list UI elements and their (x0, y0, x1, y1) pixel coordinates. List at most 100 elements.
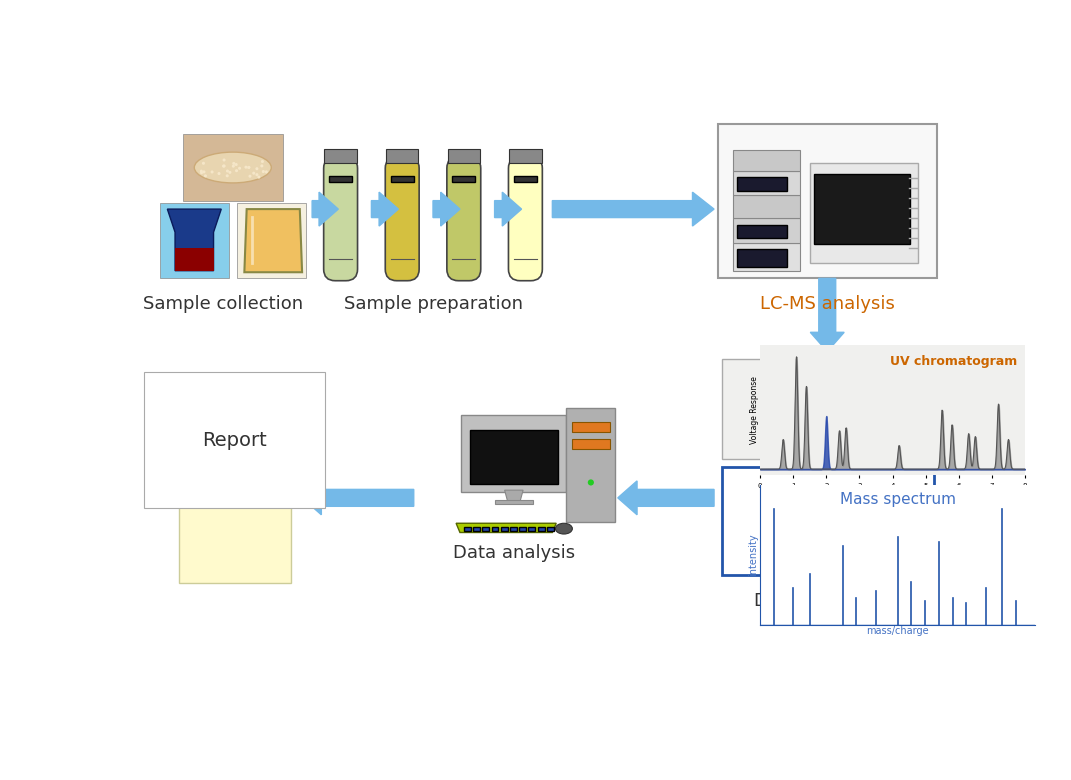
Polygon shape (312, 192, 338, 226)
Polygon shape (302, 481, 413, 515)
FancyBboxPatch shape (733, 171, 800, 195)
Polygon shape (456, 523, 556, 533)
Circle shape (235, 169, 238, 172)
Ellipse shape (194, 152, 271, 183)
Polygon shape (372, 192, 398, 226)
FancyBboxPatch shape (386, 149, 419, 163)
Polygon shape (618, 481, 714, 515)
Polygon shape (504, 490, 523, 502)
FancyBboxPatch shape (737, 249, 787, 267)
Circle shape (223, 158, 226, 161)
Circle shape (255, 167, 258, 170)
FancyBboxPatch shape (237, 203, 306, 278)
FancyBboxPatch shape (448, 149, 480, 163)
Text: Data analysis: Data analysis (453, 544, 575, 562)
Text: Data acquisition: Data acquisition (754, 592, 901, 610)
Circle shape (231, 165, 235, 168)
Circle shape (244, 165, 247, 168)
FancyBboxPatch shape (492, 527, 498, 531)
Circle shape (235, 163, 238, 166)
FancyBboxPatch shape (722, 360, 925, 459)
Y-axis label: Voltage Response: Voltage Response (750, 376, 758, 444)
Circle shape (200, 171, 203, 174)
FancyBboxPatch shape (501, 527, 508, 531)
FancyBboxPatch shape (329, 176, 352, 183)
FancyBboxPatch shape (509, 157, 542, 281)
FancyBboxPatch shape (160, 203, 229, 278)
Text: Sample preparation: Sample preparation (344, 296, 523, 314)
FancyBboxPatch shape (470, 430, 558, 484)
FancyBboxPatch shape (811, 163, 918, 263)
FancyBboxPatch shape (547, 527, 554, 531)
Polygon shape (811, 278, 844, 352)
Circle shape (261, 160, 263, 163)
Polygon shape (244, 209, 302, 272)
Polygon shape (167, 209, 222, 271)
Circle shape (222, 165, 225, 168)
FancyBboxPatch shape (386, 157, 419, 281)
FancyBboxPatch shape (733, 243, 800, 271)
Circle shape (202, 161, 205, 165)
FancyBboxPatch shape (733, 150, 800, 171)
FancyBboxPatch shape (514, 176, 537, 183)
Circle shape (226, 169, 229, 172)
Y-axis label: intensity: intensity (749, 534, 758, 576)
Circle shape (232, 162, 236, 165)
Circle shape (247, 166, 251, 169)
FancyBboxPatch shape (464, 527, 471, 531)
FancyBboxPatch shape (509, 149, 542, 163)
FancyBboxPatch shape (737, 225, 787, 239)
Circle shape (255, 173, 258, 176)
Circle shape (248, 175, 252, 178)
Text: Mass spectrum: Mass spectrum (840, 492, 955, 507)
FancyBboxPatch shape (722, 467, 934, 575)
FancyBboxPatch shape (495, 500, 533, 504)
Ellipse shape (556, 523, 572, 534)
Circle shape (217, 172, 221, 175)
Circle shape (247, 166, 251, 169)
FancyBboxPatch shape (733, 195, 800, 218)
Circle shape (588, 480, 594, 485)
Circle shape (228, 171, 231, 174)
FancyBboxPatch shape (519, 527, 526, 531)
Circle shape (238, 167, 241, 170)
Text: Sample collection: Sample collection (142, 296, 303, 314)
Circle shape (265, 170, 268, 173)
Polygon shape (495, 192, 522, 226)
Text: Report: Report (202, 431, 267, 449)
Polygon shape (553, 192, 714, 226)
Text: LC-MS analysis: LC-MS analysis (759, 296, 894, 314)
Circle shape (200, 169, 202, 172)
FancyBboxPatch shape (473, 527, 480, 531)
Polygon shape (433, 192, 459, 226)
FancyBboxPatch shape (528, 527, 536, 531)
FancyBboxPatch shape (572, 438, 610, 449)
Circle shape (223, 165, 226, 168)
Circle shape (257, 176, 260, 179)
FancyBboxPatch shape (323, 157, 358, 281)
FancyBboxPatch shape (510, 527, 517, 531)
FancyBboxPatch shape (737, 177, 787, 190)
FancyBboxPatch shape (462, 415, 567, 492)
FancyBboxPatch shape (718, 124, 937, 278)
FancyBboxPatch shape (482, 527, 489, 531)
Circle shape (203, 174, 207, 177)
FancyBboxPatch shape (733, 218, 800, 243)
X-axis label: Time: Time (880, 490, 904, 500)
Circle shape (211, 170, 213, 173)
FancyBboxPatch shape (179, 413, 290, 583)
Circle shape (261, 170, 265, 173)
FancyBboxPatch shape (325, 149, 357, 163)
FancyBboxPatch shape (447, 157, 481, 281)
FancyBboxPatch shape (572, 422, 610, 432)
FancyBboxPatch shape (538, 527, 545, 531)
Circle shape (202, 170, 206, 173)
Text: UV chromatogram: UV chromatogram (890, 356, 1017, 368)
FancyBboxPatch shape (452, 176, 476, 183)
Circle shape (226, 174, 229, 177)
FancyBboxPatch shape (183, 133, 283, 201)
Circle shape (260, 165, 263, 168)
Polygon shape (175, 247, 213, 271)
FancyBboxPatch shape (391, 176, 413, 183)
FancyBboxPatch shape (567, 408, 616, 523)
